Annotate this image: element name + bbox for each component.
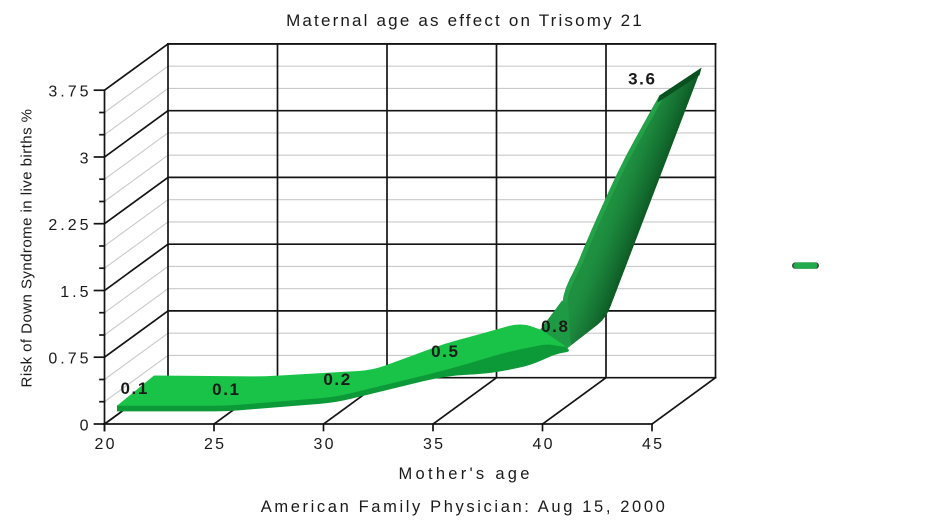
svg-text:45: 45 (642, 436, 664, 453)
svg-text:0.5: 0.5 (431, 342, 459, 361)
svg-text:1.5: 1.5 (60, 284, 91, 301)
svg-text:3: 3 (80, 151, 92, 168)
svg-text:3.75: 3.75 (48, 84, 91, 101)
svg-text:30: 30 (313, 436, 335, 453)
svg-text:0.75: 0.75 (48, 351, 91, 368)
svg-text:20: 20 (94, 436, 116, 453)
svg-text:3.6: 3.6 (628, 69, 656, 88)
svg-text:Risk of Down Syndrome in live: Risk of Down Syndrome in live births % (19, 109, 36, 388)
svg-text:Maternal age as effect on Tris: Maternal age as effect on Trisomy 21 (286, 11, 644, 30)
svg-text:25: 25 (204, 436, 226, 453)
svg-text:0.2: 0.2 (323, 370, 351, 389)
svg-text:Mother's age: Mother's age (398, 465, 532, 483)
svg-text:0.1: 0.1 (120, 379, 148, 398)
svg-text:0: 0 (80, 418, 92, 435)
svg-text:American Family Physician: Aug: American Family Physician: Aug 15, 2000 (261, 498, 668, 516)
svg-text:2.25: 2.25 (48, 217, 91, 234)
svg-text:35: 35 (423, 436, 445, 453)
svg-text:0.8: 0.8 (541, 317, 569, 336)
svg-text:40: 40 (532, 436, 554, 453)
svg-text:0.1: 0.1 (212, 380, 240, 399)
